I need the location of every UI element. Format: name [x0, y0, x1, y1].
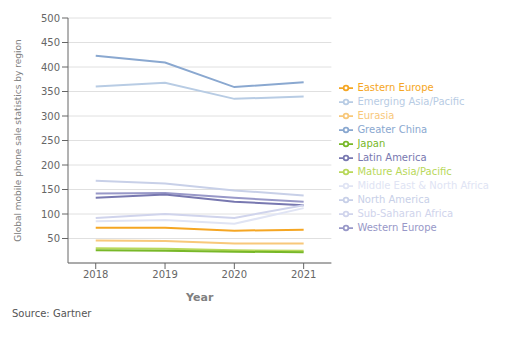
html-text:Source: Gartner: Source: Gartner: [12, 308, 92, 319]
svg-text:Global mobile phone sale stati: Global mobile phone sale statistics by r…: [13, 39, 23, 241]
html-text:Latin America: Latin America: [357, 152, 427, 163]
svg-text:2019: 2019: [152, 269, 177, 280]
html-text:Eastern Europe: Eastern Europe: [357, 82, 434, 93]
svg-text:200: 200: [41, 160, 60, 171]
html-text:Japan: Japan: [357, 138, 386, 149]
svg-text:Year: Year: [185, 291, 214, 304]
html-text:Mature Asia/Pacific: Mature Asia/Pacific: [357, 166, 452, 177]
svg-text:50: 50: [47, 233, 60, 244]
html-text:Emerging Asia/Pacific: Emerging Asia/Pacific: [357, 96, 465, 107]
html-text:Middle East & North Africa: Middle East & North Africa: [357, 180, 489, 191]
svg-text:250: 250: [41, 135, 60, 146]
svg-text:2021: 2021: [291, 269, 316, 280]
svg-text:400: 400: [41, 62, 60, 73]
svg-text:300: 300: [41, 111, 60, 122]
svg-text:500: 500: [41, 13, 60, 24]
svg-text:150: 150: [41, 184, 60, 195]
svg-text:350: 350: [41, 86, 60, 97]
html-text:Eurasia: Eurasia: [357, 110, 395, 121]
svg-text:450: 450: [41, 37, 60, 48]
html-text:Sub-Saharan Africa: Sub-Saharan Africa: [357, 208, 454, 219]
html-text:North America: North America: [357, 194, 430, 205]
svg-text:2020: 2020: [222, 269, 247, 280]
svg-text:2018: 2018: [83, 269, 108, 280]
html-text:Western Europe: Western Europe: [357, 222, 437, 233]
svg-text:100: 100: [41, 209, 60, 220]
html-text:Greater China: Greater China: [357, 124, 428, 135]
